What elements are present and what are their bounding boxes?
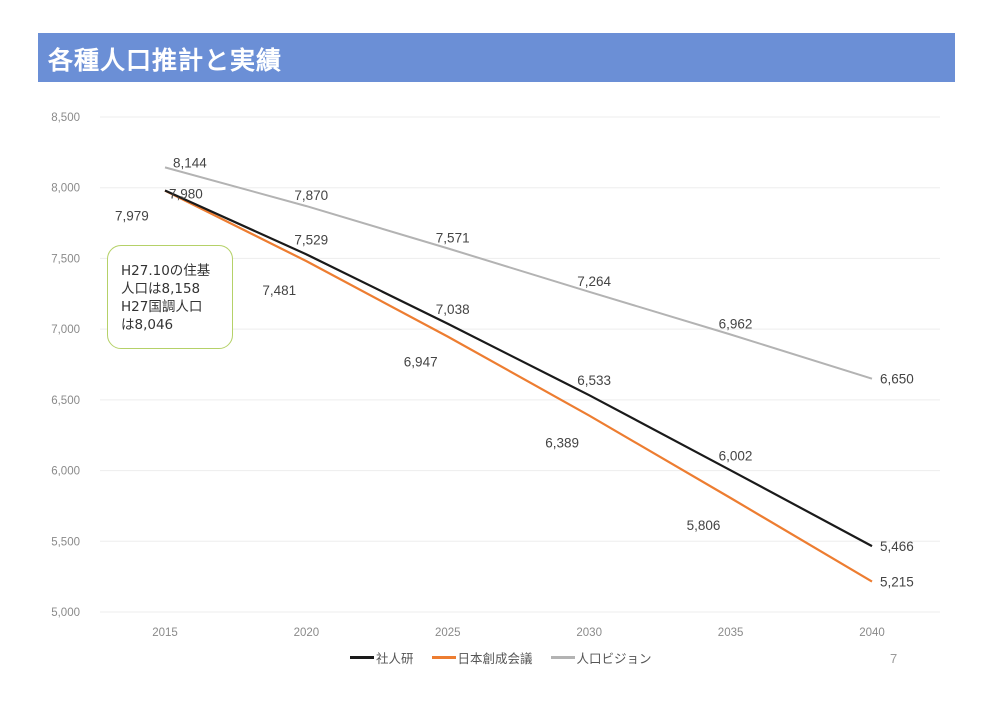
series-line — [164, 189, 873, 583]
series-line — [164, 166, 873, 380]
data-label: 6,947 — [404, 355, 438, 370]
page-number: 7 — [890, 651, 898, 666]
x-tick-label: 2035 — [718, 627, 744, 639]
data-label: 5,806 — [687, 518, 721, 533]
data-label: 6,389 — [545, 436, 579, 451]
annotation-line: H27.10の住基 — [121, 263, 211, 279]
legend-label: 日本創成会議 — [457, 651, 533, 666]
gridlines — [100, 116, 940, 613]
data-label: 6,002 — [719, 448, 753, 463]
chart-legend: 社人研 日本創成会議 人口ビジョン — [350, 648, 652, 667]
annotation-callout: H27.10の住基 人口は8,158 H27国調人口 は8,046 — [107, 245, 233, 349]
title-banner: 各種人口推計と実績 — [38, 33, 955, 82]
x-tick-label: 2025 — [435, 627, 461, 639]
x-tick-label: 2030 — [576, 627, 602, 639]
annotation-line: 人口は8,158 — [121, 281, 201, 297]
x-axis-ticks: 2015 2020 2025 2030 2035 2040 — [152, 627, 885, 639]
data-label: 7,870 — [294, 188, 328, 203]
data-label: 7,571 — [436, 230, 470, 245]
data-label: 6,650 — [880, 372, 914, 387]
data-label: 7,979 — [115, 209, 149, 224]
legend-label: 人口ビジョン — [576, 651, 652, 666]
series-line — [164, 189, 873, 548]
y-tick-label: 6,000 — [51, 466, 80, 478]
series-lines — [164, 166, 873, 583]
legend-swatch — [350, 656, 374, 659]
data-label: 6,533 — [577, 373, 611, 388]
annotation-line: H27国調人口 — [121, 299, 203, 315]
annotation-line: は8,046 — [121, 317, 174, 333]
y-tick-label: 7,000 — [51, 324, 80, 336]
data-labels: 7,980 7,529 7,038 6,533 6,002 5,466 7,979 7,481… — [115, 155, 914, 589]
y-tick-label: 8,500 — [51, 112, 80, 124]
y-axis-ticks: 5,000 5,500 6,000 6,500 7,000 7,500 8,000 8,500 — [51, 112, 80, 619]
data-label: 5,215 — [880, 575, 914, 590]
data-label: 7,481 — [262, 283, 296, 298]
data-label: 8,144 — [173, 155, 207, 170]
y-tick-label: 6,500 — [51, 395, 80, 407]
x-tick-label: 2020 — [294, 627, 320, 639]
y-tick-label: 5,500 — [51, 536, 80, 548]
page-title: 各種人口推計と実績 — [48, 46, 283, 75]
data-label: 5,466 — [880, 539, 914, 554]
legend-item-shajinken: 社人研 — [350, 648, 414, 667]
x-tick-label: 2040 — [859, 627, 885, 639]
legend-item-nihon-sosei: 日本創成会議 — [431, 648, 533, 667]
data-label: 6,962 — [719, 317, 753, 332]
data-label: 7,980 — [169, 187, 203, 202]
data-label: 7,529 — [294, 232, 328, 247]
data-label: 7,264 — [577, 274, 611, 289]
y-tick-label: 8,000 — [51, 183, 80, 195]
legend-swatch — [550, 656, 575, 659]
y-tick-label: 5,000 — [51, 607, 80, 619]
legend-label: 社人研 — [376, 651, 414, 666]
y-tick-label: 7,500 — [51, 253, 80, 265]
legend-swatch — [431, 656, 456, 659]
x-tick-label: 2015 — [152, 627, 178, 639]
data-label: 7,038 — [436, 302, 470, 317]
legend-item-jinko-vision: 人口ビジョン — [550, 648, 652, 667]
